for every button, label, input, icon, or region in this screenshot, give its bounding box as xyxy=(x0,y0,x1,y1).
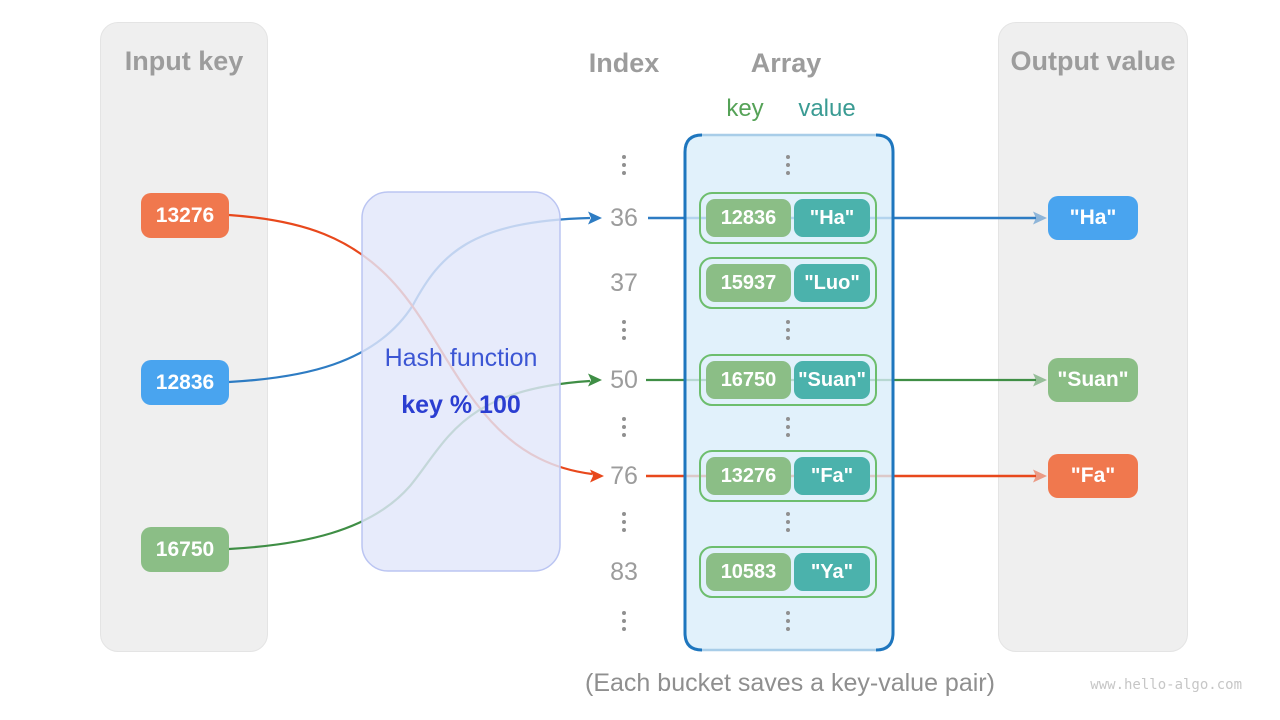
array-border-right xyxy=(875,133,895,652)
index-header: Index xyxy=(588,48,660,78)
bucket-key: 12836 xyxy=(706,199,791,237)
input-key-box-16750: 16750 xyxy=(141,527,229,572)
ellipsis-dots xyxy=(785,611,791,631)
arrowhead-output-ha xyxy=(1033,211,1047,225)
index-label-76: 76 xyxy=(610,462,638,490)
output-value-box-ha: "Ha" xyxy=(1048,196,1138,240)
ellipsis-dots xyxy=(785,155,791,175)
index-label-83: 83 xyxy=(610,558,638,586)
bucket-key: 10583 xyxy=(706,553,791,591)
index-label-37: 37 xyxy=(610,269,638,297)
arrowhead-output-fa xyxy=(1033,469,1047,483)
input-key-box-13276: 13276 xyxy=(141,193,229,238)
output-value-box-fa: "Fa" xyxy=(1048,454,1138,498)
bucket-key: 13276 xyxy=(706,457,791,495)
output-value-box-suan: "Suan" xyxy=(1048,358,1138,402)
bucket-value: "Ya" xyxy=(794,553,870,591)
bucket-key: 15937 xyxy=(706,264,791,302)
arrowhead-index76 xyxy=(590,469,604,483)
input-key-title: Input key xyxy=(124,46,244,76)
key-column-label: key xyxy=(726,95,764,122)
bucket-row: 16750 "Suan" xyxy=(699,354,877,406)
array-border-left xyxy=(683,133,703,652)
bucket-value: "Luo" xyxy=(794,264,870,302)
output-value-panel xyxy=(998,22,1188,652)
ellipsis-dots xyxy=(621,320,627,340)
bucket-row: 13276 "Fa" xyxy=(699,450,877,502)
ellipsis-dots xyxy=(785,320,791,340)
bucket-row: 15937 "Luo" xyxy=(699,257,877,309)
bucket-value: "Fa" xyxy=(794,457,870,495)
input-key-box-12836: 12836 xyxy=(141,360,229,405)
hash-function-title: Hash function xyxy=(384,344,538,372)
ellipsis-dots xyxy=(621,512,627,532)
arrowhead-index50 xyxy=(588,373,602,387)
ellipsis-dots xyxy=(621,417,627,437)
ellipsis-dots xyxy=(785,512,791,532)
bucket-row: 12836 "Ha" xyxy=(699,192,877,244)
bucket-value: "Suan" xyxy=(794,361,870,399)
index-label-36: 36 xyxy=(610,204,638,232)
array-header: Array xyxy=(750,48,822,78)
ellipsis-dots xyxy=(785,417,791,437)
output-value-title: Output value xyxy=(1010,46,1176,76)
hash-function-formula: key % 100 xyxy=(401,391,521,419)
bucket-value: "Ha" xyxy=(794,199,870,237)
ellipsis-dots xyxy=(621,155,627,175)
arrowhead-output-suan xyxy=(1033,373,1047,387)
watermark: www.hello-algo.com xyxy=(1090,677,1242,693)
bucket-key: 16750 xyxy=(706,361,791,399)
index-label-50: 50 xyxy=(610,366,638,394)
value-column-label: value xyxy=(798,95,856,122)
caption: (Each bucket saves a key-value pair) xyxy=(585,669,995,697)
bucket-row: 10583 "Ya" xyxy=(699,546,877,598)
ellipsis-dots xyxy=(621,611,627,631)
hash-function-box xyxy=(361,191,561,572)
arrowhead-index36 xyxy=(588,211,602,225)
